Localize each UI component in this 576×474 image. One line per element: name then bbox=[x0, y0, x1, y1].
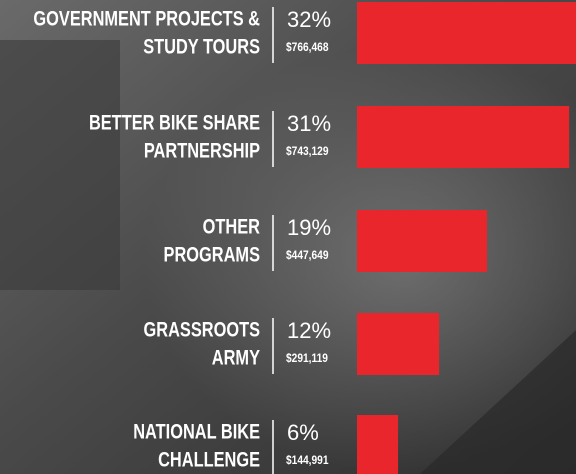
category-label: BETTER BIKE SHARE bbox=[89, 111, 260, 134]
amount-label: $291,119 bbox=[286, 352, 328, 365]
page: GOVERNMENT PROJECTS & STUDY TOURS 32% $766,… bbox=[0, 0, 576, 474]
amount-label: $447,649 bbox=[286, 249, 329, 262]
value-label: 19% bbox=[287, 215, 331, 240]
category-label: CHALLENGE bbox=[158, 448, 260, 471]
amount-label: $743,129 bbox=[286, 145, 329, 158]
barn-shape bbox=[0, 40, 120, 290]
category-label: STUDY TOURS bbox=[143, 35, 260, 58]
value-label: 6% bbox=[287, 420, 319, 445]
bar bbox=[357, 415, 398, 474]
category-label: ARMY bbox=[212, 346, 261, 369]
bar bbox=[357, 2, 576, 64]
value-label: 31% bbox=[287, 111, 331, 136]
category-label: PARTNERSHIP bbox=[144, 139, 260, 162]
bar bbox=[357, 106, 569, 168]
bar bbox=[357, 313, 439, 375]
category-label: NATIONAL BIKE bbox=[133, 420, 260, 443]
category-label: PROGRAMS bbox=[164, 243, 260, 266]
bar bbox=[357, 210, 487, 272]
chart: GOVERNMENT PROJECTS & STUDY TOURS 32% $766,… bbox=[0, 0, 576, 474]
category-label: GOVERNMENT PROJECTS & bbox=[33, 7, 260, 30]
amount-label: $766,468 bbox=[286, 41, 329, 54]
category-label: GRASSROOTS bbox=[144, 318, 260, 341]
value-label: 32% bbox=[287, 7, 331, 32]
amount-label: $144,991 bbox=[286, 454, 329, 467]
category-label: OTHER bbox=[203, 215, 261, 238]
value-label: 12% bbox=[287, 318, 331, 343]
